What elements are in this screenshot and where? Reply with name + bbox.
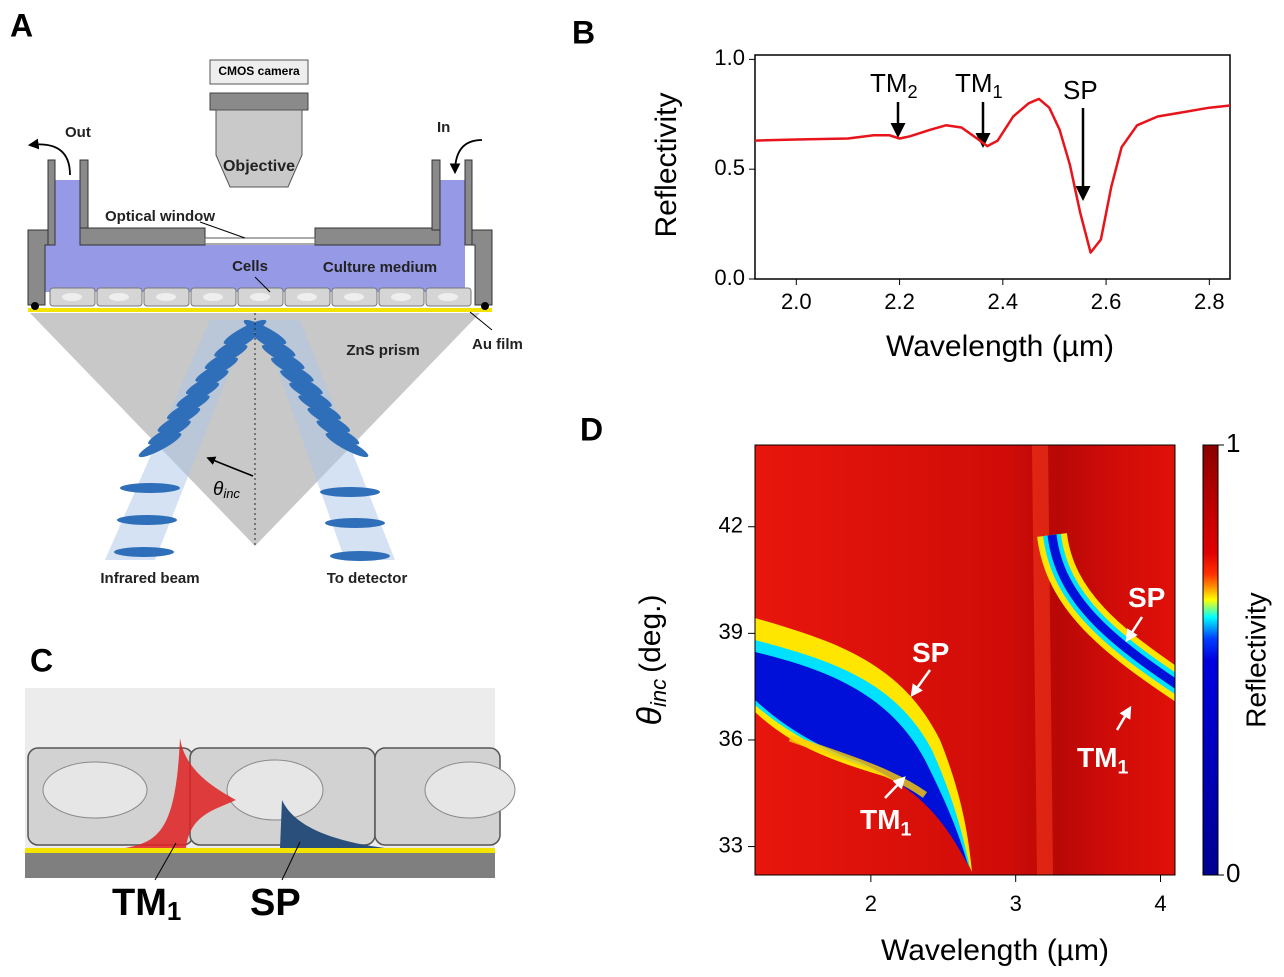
au-film bbox=[25, 848, 495, 853]
nucleus bbox=[156, 293, 176, 301]
annotation: SP bbox=[1063, 75, 1098, 105]
nucleus bbox=[297, 293, 317, 301]
mount bbox=[210, 93, 308, 110]
nucleus bbox=[62, 293, 82, 301]
subscript: inc bbox=[223, 486, 240, 501]
label: Optical window bbox=[105, 208, 215, 225]
label: To detector bbox=[327, 570, 408, 587]
label: Au film bbox=[472, 336, 523, 353]
mode-label: SP bbox=[250, 882, 301, 924]
objective bbox=[216, 110, 302, 187]
x-tick-label: 2.0 bbox=[781, 289, 812, 314]
streak bbox=[1040, 445, 1045, 875]
nucleus bbox=[109, 293, 129, 301]
line bbox=[755, 99, 1230, 253]
nucleus bbox=[438, 293, 458, 301]
pulse bbox=[320, 487, 380, 497]
x-tick-label: 2.6 bbox=[1091, 289, 1122, 314]
y-tick-label: 42 bbox=[719, 513, 743, 538]
label: Culture medium bbox=[323, 259, 437, 276]
label: In bbox=[437, 119, 450, 136]
y-tick-label: 0.5 bbox=[714, 155, 745, 180]
nuclei bbox=[43, 760, 515, 820]
pulse bbox=[114, 547, 174, 557]
label: ZnS prism bbox=[346, 342, 419, 359]
text: TM bbox=[955, 68, 993, 98]
text: TM bbox=[112, 882, 167, 924]
x-tick-label: 2.4 bbox=[988, 289, 1019, 314]
pulse bbox=[330, 551, 390, 561]
pointer bbox=[470, 312, 492, 330]
label: Infrared beam bbox=[100, 570, 199, 587]
subscript: 1 bbox=[1117, 757, 1128, 779]
subscript: inc bbox=[646, 679, 671, 707]
cells bbox=[50, 288, 471, 306]
nucleus bbox=[344, 293, 364, 301]
y-axis-label: θinc (deg.) bbox=[631, 595, 671, 726]
unit: (deg.) bbox=[634, 595, 667, 673]
text: TM bbox=[860, 804, 900, 835]
diagram-c: TM1 SP bbox=[25, 688, 515, 926]
y-tick-label: 39 bbox=[719, 619, 743, 644]
subscript: 2 bbox=[908, 82, 918, 102]
x-tick-label: 3 bbox=[1010, 891, 1022, 916]
annotation: SP bbox=[1128, 582, 1165, 613]
y-tick-label: 0.0 bbox=[714, 265, 745, 290]
seal bbox=[481, 302, 489, 310]
panel-label: A bbox=[10, 7, 33, 43]
nucleus bbox=[250, 293, 270, 301]
seal bbox=[31, 302, 39, 310]
annotation: SP bbox=[912, 637, 949, 668]
text: TM bbox=[870, 68, 908, 98]
text: SP bbox=[1063, 75, 1098, 105]
b-arrows bbox=[898, 102, 1083, 198]
y-tick-label: 1.0 bbox=[714, 45, 745, 70]
text: SP bbox=[1128, 582, 1165, 613]
x-tick-label: 2 bbox=[865, 891, 877, 916]
figure: A B C D CMOS camera Objective Out In Opt… bbox=[0, 0, 1284, 977]
pulse bbox=[117, 515, 177, 525]
y-axis-label: Reflectivity bbox=[650, 92, 683, 237]
text: SP bbox=[912, 637, 949, 668]
subscript: 1 bbox=[167, 896, 181, 926]
nucleus bbox=[391, 293, 411, 301]
annotation: TM1 bbox=[955, 68, 1003, 102]
symbol: θ bbox=[631, 706, 669, 725]
colorbar-tick-label: 0 bbox=[1226, 858, 1240, 888]
x-axis-label: Wavelength (µm) bbox=[881, 934, 1109, 967]
x-tick-label: 2.8 bbox=[1194, 289, 1225, 314]
y-tick-label: 33 bbox=[719, 832, 743, 857]
body: A B C D CMOS camera Objective Out In Opt… bbox=[0, 0, 1284, 977]
colorbar-label: Reflectivity bbox=[1240, 592, 1271, 727]
y-tick-label: 36 bbox=[719, 726, 743, 751]
substrate bbox=[25, 853, 495, 878]
heatmap bbox=[755, 445, 1185, 875]
label: Cells bbox=[232, 258, 268, 275]
x-tick-label: 2.2 bbox=[884, 289, 915, 314]
page: Figure {"panel_labels": ["A", "B", "C", … bbox=[0, 0, 1284, 977]
colorbar-tick-label: 1 bbox=[1226, 428, 1240, 458]
panel-label: D bbox=[580, 411, 603, 447]
subscript: 1 bbox=[900, 819, 911, 841]
label: Objective bbox=[223, 158, 295, 175]
diagram-a: CMOS camera Objective Out In Optical win… bbox=[28, 60, 523, 587]
text: TM bbox=[1077, 742, 1117, 773]
mode-label: TM1 bbox=[112, 882, 181, 926]
window bbox=[205, 238, 315, 244]
pulse bbox=[325, 518, 385, 528]
pulse bbox=[120, 483, 180, 493]
label: CMOS camera bbox=[218, 64, 300, 78]
subscript: 1 bbox=[993, 82, 1003, 102]
annotation: TM2 bbox=[870, 68, 918, 102]
panel-label: B bbox=[572, 14, 595, 50]
label: Out bbox=[65, 124, 91, 141]
nucleus bbox=[203, 293, 223, 301]
x-tick-label: 4 bbox=[1154, 891, 1166, 916]
x-axis-label: Wavelength (µm) bbox=[886, 330, 1114, 363]
colorbar bbox=[1203, 445, 1218, 875]
panel-label: C bbox=[30, 642, 53, 678]
